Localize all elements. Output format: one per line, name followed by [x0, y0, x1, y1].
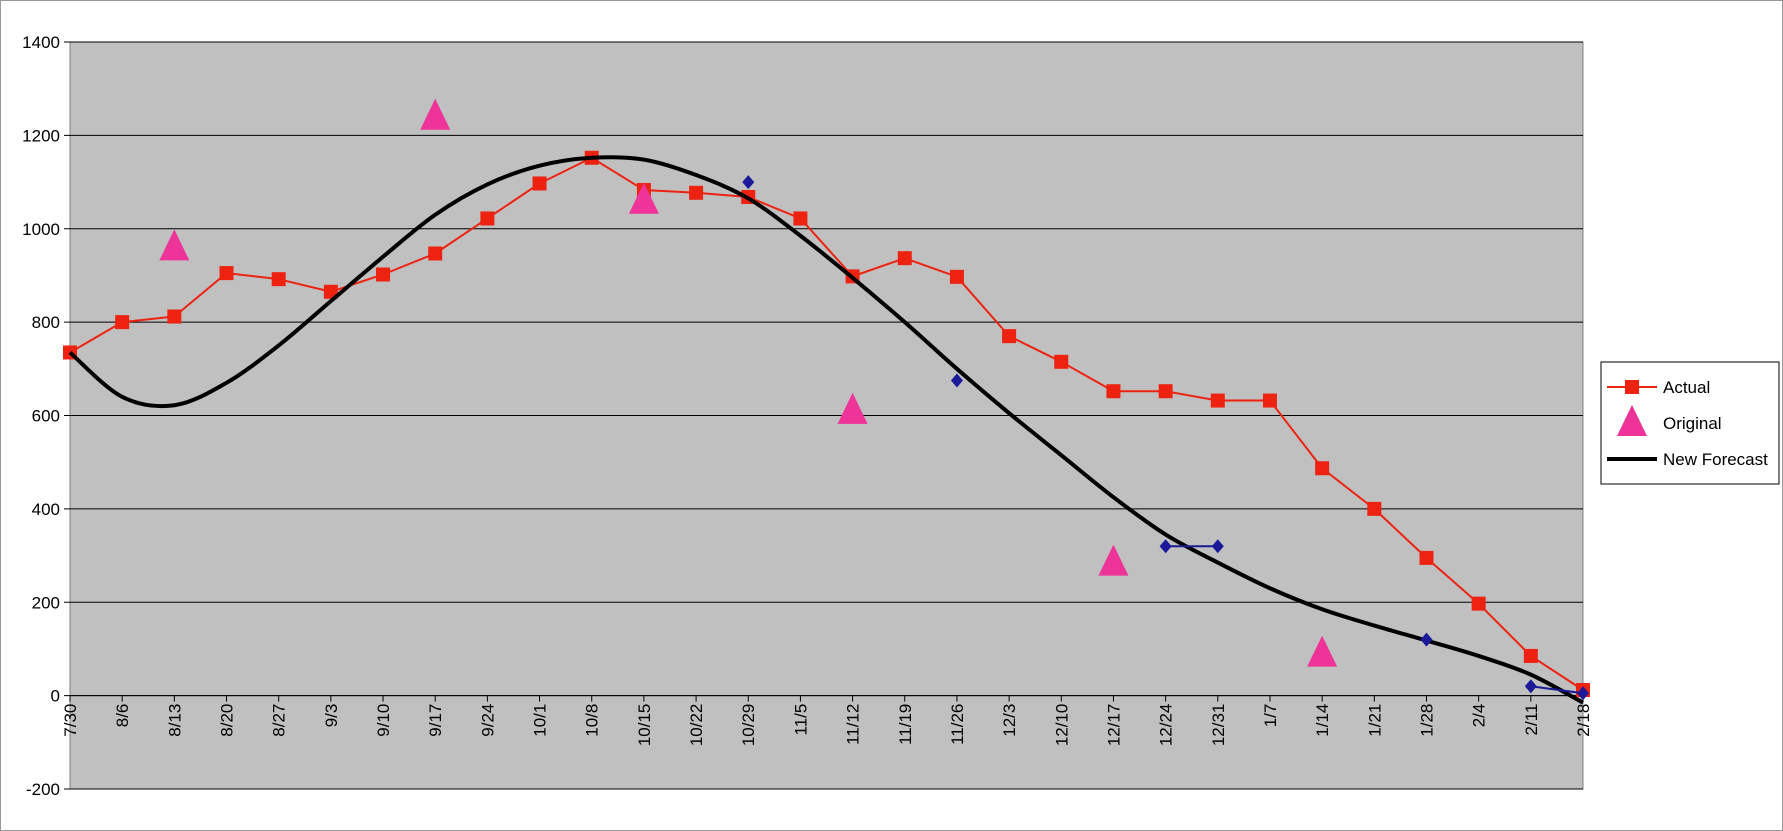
x-tick-label: 12/24	[1157, 704, 1176, 747]
x-tick-label: 9/24	[478, 704, 497, 737]
x-tick-label: 12/17	[1104, 704, 1123, 747]
x-tick-label: 9/10	[374, 704, 393, 737]
x-tick-label: 2/11	[1522, 704, 1541, 736]
y-tick-label: 800	[32, 313, 60, 332]
x-tick-label: 12/10	[1052, 704, 1071, 747]
x-tick-label: 11/12	[844, 704, 863, 745]
data-point	[1307, 635, 1338, 667]
y-tick-label: 400	[32, 500, 60, 519]
y-tick-label: 0	[51, 687, 60, 706]
x-tick-label: 8/20	[218, 704, 237, 737]
data-point	[376, 267, 391, 282]
x-tick-label: 10/22	[687, 704, 706, 747]
data-point	[323, 284, 338, 299]
data-point	[1002, 329, 1017, 344]
series-line	[69, 156, 1584, 691]
data-point	[1471, 596, 1486, 611]
x-tick-label: 9/3	[322, 704, 341, 728]
data-point	[420, 98, 451, 130]
y-tick-label: 1000	[22, 220, 60, 239]
x-tick-label: 8/6	[113, 704, 132, 728]
data-point	[1523, 648, 1538, 663]
data-point	[428, 246, 443, 261]
x-tick-label: 12/31	[1209, 704, 1228, 747]
data-point	[480, 211, 495, 226]
y-tick-label: 1400	[22, 33, 60, 52]
data-point	[1158, 384, 1173, 399]
data-point	[628, 182, 659, 214]
x-tick-label: 11/19	[896, 704, 915, 745]
x-tick-label: 1/7	[1261, 704, 1280, 728]
data-point	[1420, 632, 1433, 647]
legend-label: Original	[1663, 414, 1722, 433]
x-tick-label: 1/21	[1365, 704, 1384, 737]
data-point	[1106, 384, 1121, 399]
y-tick-label: 600	[32, 407, 60, 426]
data-point	[742, 175, 755, 190]
data-point	[1262, 393, 1277, 408]
legend-label: Actual	[1663, 378, 1710, 397]
data-point	[793, 211, 808, 226]
x-tick-label: 8/13	[165, 704, 184, 737]
x-tick-label: 7/30	[61, 704, 80, 737]
series-line	[68, 155, 1584, 705]
legend-label: New Forecast	[1663, 450, 1768, 469]
data-point	[1419, 550, 1434, 565]
legend-marker	[1617, 405, 1647, 436]
data-point	[1524, 679, 1537, 694]
x-tick-label: 10/1	[531, 704, 550, 737]
data-point	[837, 392, 868, 424]
data-point	[689, 185, 704, 200]
x-tick-label: 2/18	[1574, 704, 1593, 737]
x-tick-label: 1/28	[1417, 704, 1436, 737]
data-point	[532, 176, 547, 191]
data-point	[271, 272, 286, 287]
x-tick-label: 1/14	[1313, 704, 1332, 737]
data-point	[949, 269, 964, 284]
x-tick-label: 10/29	[739, 704, 758, 747]
data-point	[950, 373, 963, 388]
data-point	[1210, 393, 1225, 408]
data-point	[115, 315, 130, 330]
y-tick-label: 200	[32, 593, 60, 612]
data-point	[1315, 461, 1330, 476]
x-tick-label: 2/4	[1470, 704, 1489, 728]
x-tick-label: 9/17	[426, 704, 445, 737]
data-point	[1054, 354, 1069, 369]
y-tick-label: 1200	[22, 126, 60, 145]
data-point	[1367, 501, 1382, 516]
y-tick-label: -200	[26, 780, 60, 799]
data-point	[219, 266, 234, 281]
data-point	[1159, 539, 1172, 554]
x-tick-label: 8/27	[270, 704, 289, 737]
legend: Actual Original New Forecast	[1600, 361, 1780, 485]
data-point	[159, 229, 190, 261]
legend-marker	[1625, 380, 1639, 394]
x-tick-label: 11/26	[948, 704, 967, 745]
data-point	[167, 309, 182, 324]
data-point	[1098, 544, 1129, 576]
x-tick-label: 11/5	[791, 704, 810, 736]
series-line	[1165, 545, 1584, 695]
x-tick-label: 10/15	[635, 704, 654, 747]
x-tick-label: 10/8	[583, 704, 602, 737]
data-point	[1211, 539, 1224, 554]
data-point	[897, 251, 912, 266]
x-tick-label: 12/3	[1000, 704, 1019, 737]
data-point	[1577, 686, 1589, 701]
